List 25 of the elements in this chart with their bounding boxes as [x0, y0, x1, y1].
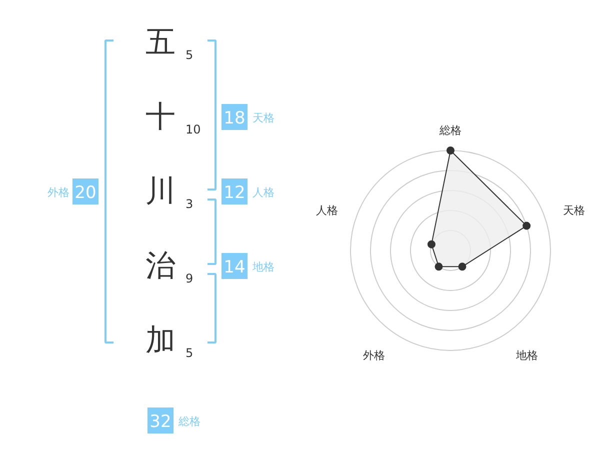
- series-label: 外格: [48, 186, 70, 199]
- data-label: 14: [224, 258, 246, 278]
- series-label: 地格: [252, 260, 274, 274]
- spoke-label: 人格: [316, 204, 338, 217]
- category-label: 五: [146, 25, 176, 60]
- data-label: 5: [186, 48, 194, 62]
- spoke-label: 総格: [438, 124, 462, 137]
- data-label: 32: [150, 412, 172, 432]
- spoke-label: 外格: [363, 349, 386, 362]
- data-label: 18: [224, 108, 246, 128]
- category-label: 十: [146, 100, 176, 134]
- spoke-label: 地格: [514, 349, 538, 362]
- data-label: 12: [224, 183, 246, 203]
- spoke-label: 天格: [563, 204, 586, 217]
- data-label: 10: [186, 122, 201, 136]
- category-label: 川: [146, 174, 176, 209]
- category-label: 総格: [178, 415, 200, 428]
- series-label: 人格: [252, 186, 274, 199]
- data-label: 9: [186, 272, 194, 286]
- data-label: 20: [74, 183, 96, 203]
- category-label: 加: [146, 323, 176, 358]
- data-label: 5: [186, 346, 194, 360]
- category-label: 治: [146, 248, 176, 284]
- data-label: 3: [186, 197, 194, 211]
- series-label: 天格: [252, 112, 274, 124]
